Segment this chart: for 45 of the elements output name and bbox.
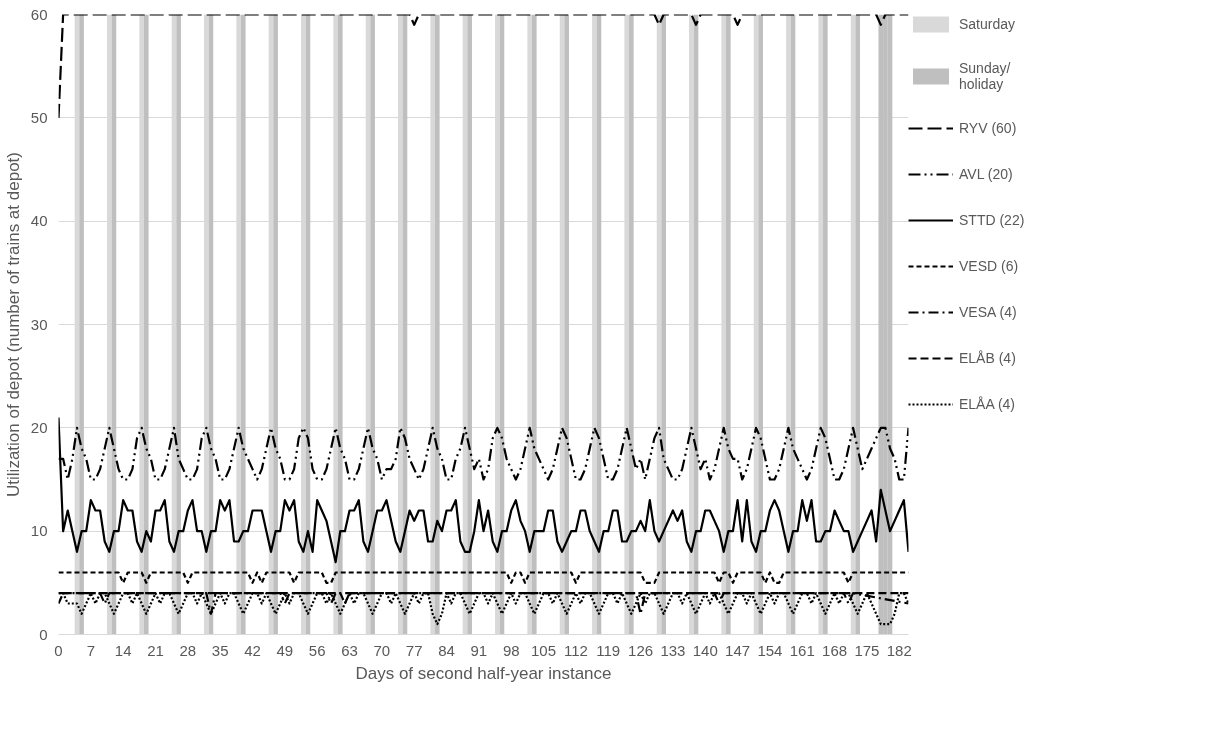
legend-label: VESD (6) — [959, 258, 1020, 274]
legend-label: AVL (20) — [959, 166, 1014, 182]
x-tick-label: 119 — [596, 641, 621, 659]
y-tick-label: 40 — [30, 212, 48, 230]
x-tick-label: 168 — [822, 641, 848, 659]
x-tick-label: 91 — [470, 641, 488, 659]
x-tick-label: 42 — [244, 641, 261, 659]
y-tick-label: 10 — [30, 522, 48, 540]
y-tick-label: 20 — [30, 418, 48, 436]
x-tick-label: 35 — [211, 641, 229, 659]
x-tick-label: 49 — [276, 641, 294, 659]
y-tick-label: 30 — [30, 315, 48, 333]
x-tick-label: 133 — [660, 641, 686, 659]
x-tick-label: 140 — [692, 641, 718, 659]
y-axis-title: Utilization of depot (number of trains at depot) — [3, 152, 23, 497]
x-tick-label: 175 — [854, 641, 880, 659]
legend-label: Sunday/ holiday — [959, 60, 1012, 92]
x-tick-label: 161 — [789, 641, 815, 659]
x-tick-label: 77 — [405, 641, 423, 659]
x-tick-label: 70 — [373, 641, 391, 659]
x-tick-label: 63 — [341, 641, 358, 659]
x-tick-label: 56 — [308, 641, 326, 659]
x-tick-label: 112 — [563, 641, 588, 659]
x-tick-label: 126 — [628, 641, 654, 659]
x-tick-label: 154 — [757, 641, 783, 659]
legend-label: ELÅA (4) — [959, 396, 1017, 412]
y-tick-label: 50 — [30, 108, 48, 126]
x-tick-label: 84 — [438, 641, 455, 659]
x-tick-label: 14 — [114, 641, 132, 659]
x-axis-title: Days of second half-year instance — [355, 663, 612, 683]
legend-label: Saturday — [959, 16, 1017, 32]
x-tick-label: 21 — [147, 641, 164, 659]
x-tick-label: 147 — [725, 641, 751, 659]
y-tick-label: 60 — [30, 5, 48, 23]
legend-label: ELÅB (4) — [959, 350, 1017, 366]
x-tick-label: 98 — [502, 641, 520, 659]
legend-label: VESA (4) — [959, 304, 1018, 320]
x-tick-label: 28 — [179, 641, 197, 659]
legend-label: RYV (60) — [959, 120, 1018, 136]
legend-label: STTD (22) — [959, 212, 1026, 228]
y-tick-label: 0 — [39, 625, 48, 643]
x-tick-label: 105 — [531, 641, 557, 659]
x-tick-label: 0 — [54, 641, 63, 659]
x-tick-label: 182 — [886, 641, 912, 659]
x-tick-label: 7 — [86, 641, 96, 659]
